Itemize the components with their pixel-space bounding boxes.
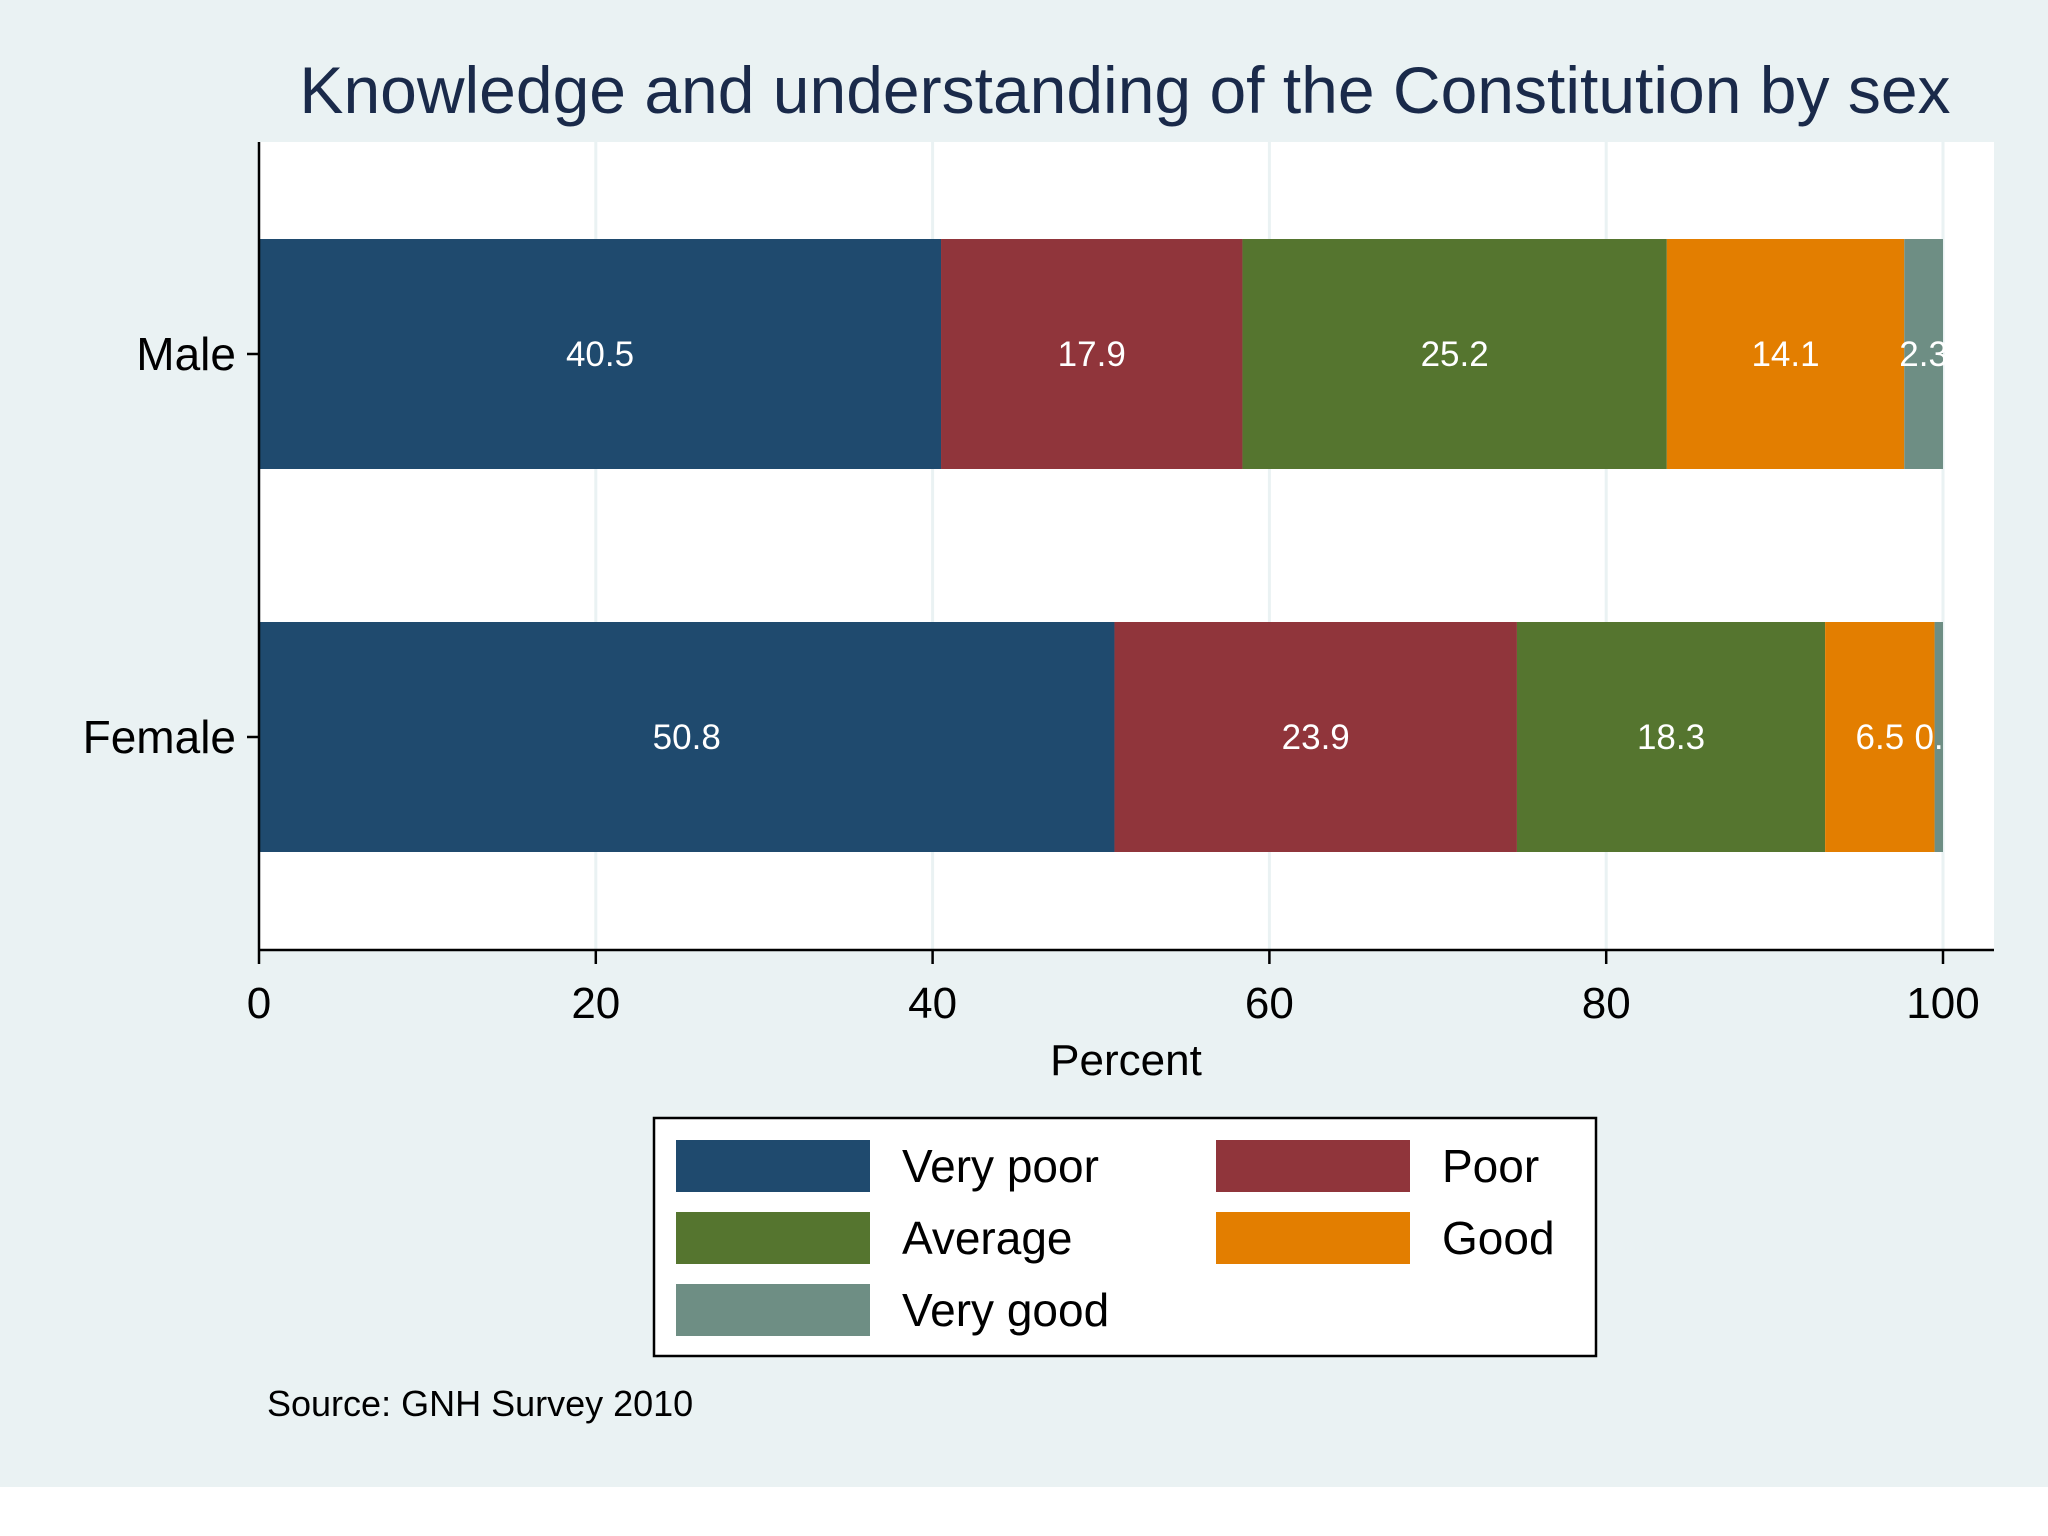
- bars: 40.5 17.9 25.2 14.1 2.3 50.8 23.9 18.3 6.5 0.5: [259, 239, 1963, 852]
- bar-segment: [1242, 239, 1667, 469]
- legend-label: Average: [902, 1212, 1073, 1264]
- bar-value-label: 50.8: [653, 718, 721, 757]
- bar-value-label: 25.2: [1421, 335, 1489, 374]
- y-categories: Male Female: [83, 328, 236, 763]
- x-ticks: 0 20 40 60 80 100: [247, 950, 1980, 1028]
- y-category-label: Male: [136, 328, 236, 380]
- y-category-label: Female: [83, 711, 236, 763]
- bar-segment: [1934, 622, 1943, 852]
- legend-swatch: [676, 1212, 870, 1264]
- axes: [247, 142, 1994, 952]
- x-tick-label: 80: [1582, 979, 1631, 1028]
- legend: Very poor Poor Average Good Very good: [652, 1116, 1598, 1358]
- bar-value-label: 0.5: [1914, 718, 1963, 757]
- bar-value-label: 18.3: [1637, 718, 1705, 757]
- bar-segment: [259, 622, 1115, 852]
- legend-label: Very poor: [902, 1140, 1099, 1192]
- bar-value-label: 17.9: [1058, 335, 1126, 374]
- bar-value-label: 40.5: [566, 335, 634, 374]
- bar-segment: [1825, 622, 1935, 852]
- bar-value-label: 2.3: [1899, 335, 1948, 374]
- source-note: Source: GNH Survey 2010: [267, 1383, 693, 1424]
- x-tick-label: 40: [908, 979, 957, 1028]
- bar-value-label: 6.5: [1856, 718, 1905, 757]
- bar-segment: [259, 239, 942, 469]
- bar-segment: [941, 239, 1243, 469]
- x-axis-label: Percent: [1050, 1036, 1202, 1085]
- x-tick-label: 0: [247, 979, 271, 1028]
- legend-swatch: [676, 1284, 870, 1336]
- bar-segment: [1516, 622, 1826, 852]
- x-tick-label: 100: [1906, 979, 1979, 1028]
- chart-title: Knowledge and understanding of the Const…: [299, 53, 1950, 127]
- legend-swatch: [1216, 1212, 1410, 1264]
- x-tick-label: 60: [1245, 979, 1294, 1028]
- bar-segment: [1666, 239, 1905, 469]
- bar-segment: [1904, 239, 1943, 469]
- legend-label: Very good: [902, 1284, 1109, 1336]
- bar-value-label: 23.9: [1282, 718, 1350, 757]
- legend-label: Good: [1442, 1212, 1555, 1264]
- bar-segment: [1114, 622, 1517, 852]
- x-tick-label: 20: [571, 979, 620, 1028]
- legend-swatch: [676, 1140, 870, 1192]
- legend-label: Poor: [1442, 1140, 1539, 1192]
- bar-value-label: 14.1: [1751, 335, 1819, 374]
- legend-swatch: [1216, 1140, 1410, 1192]
